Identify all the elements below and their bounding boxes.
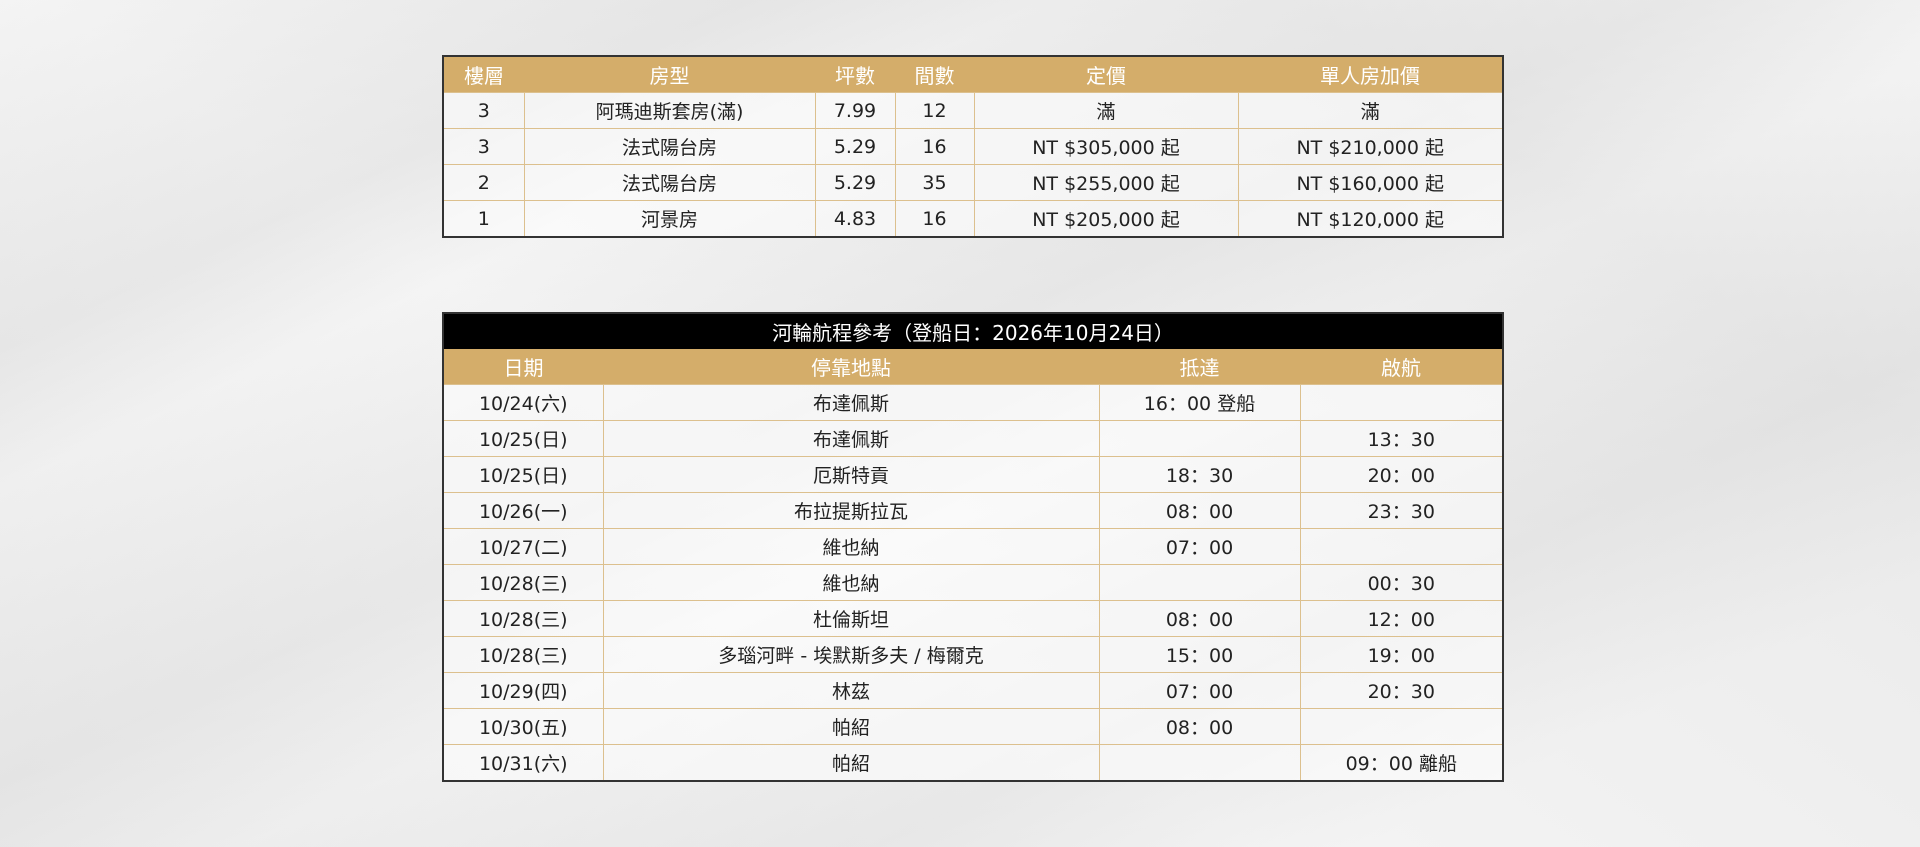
table-cell: 10/30(五) — [443, 708, 603, 745]
table-cell: 滿 — [1237, 92, 1503, 129]
table-row: 10/30(五) 帕紹 08：00 — [443, 708, 1504, 745]
table-cell: 10/29(四) — [443, 672, 603, 709]
itinerary-table: 河輪航程參考（登船日：2026年10月24日） 日期 停靠地點 抵達 啟航 10/24… — [442, 312, 1505, 782]
table-cell: 1 — [443, 200, 524, 237]
column-header: 坪數 — [815, 56, 895, 93]
table-cell: 帕紹 — [602, 744, 1099, 781]
column-header: 房型 — [524, 56, 815, 93]
itinerary-table-header: 日期 停靠地點 抵達 啟航 — [443, 349, 1504, 385]
table-cell: 布達佩斯 — [602, 384, 1099, 421]
table-cell — [1299, 528, 1504, 565]
table-cell: 5.29 — [814, 128, 895, 165]
table-cell: 19：00 — [1299, 636, 1504, 673]
table-cell: 20：00 — [1299, 456, 1504, 493]
table-cell: 07：00 — [1098, 528, 1300, 565]
table-cell: 3 — [443, 92, 524, 129]
table-cell: 10/25(日) — [443, 420, 603, 457]
table-cell: 2 — [443, 164, 524, 201]
table-cell: NT $255,000 起 — [973, 164, 1238, 201]
table-row: 2 法式陽台房 5.29 35 NT $255,000 起 NT $160,000 起 — [443, 164, 1503, 201]
column-header: 間數 — [895, 56, 974, 93]
column-header: 樓層 — [443, 56, 524, 93]
table-cell: 09：00 離船 — [1299, 744, 1504, 781]
table-row: 3 阿瑪迪斯套房(滿) 7.99 12 滿滿 — [443, 92, 1503, 129]
table-cell: 3 — [443, 128, 524, 165]
table-cell: 15：00 — [1098, 636, 1300, 673]
table-cell: 10/25(日) — [443, 456, 603, 493]
itinerary-title: 河輪航程參考（登船日：2026年10月24日） — [443, 313, 1504, 349]
table-cell: 08：00 — [1098, 492, 1300, 529]
table-cell: 10/24(六) — [443, 384, 603, 421]
table-cell: NT $160,000 起 — [1237, 164, 1503, 201]
table-cell: NT $120,000 起 — [1237, 200, 1503, 237]
table-cell: 10/26(一) — [443, 492, 603, 529]
table-cell: 18：30 — [1098, 456, 1300, 493]
table-row: 1 河景房 4.83 16 NT $205,000 起 NT $120,000 起 — [443, 200, 1503, 237]
column-header: 停靠地點 — [603, 349, 1099, 385]
table-cell: 10/28(三) — [443, 636, 603, 673]
table-cell: 4.83 — [814, 200, 895, 237]
table-cell: 20：30 — [1299, 672, 1504, 709]
table-cell: 法式陽台房 — [523, 128, 815, 165]
table-cell: 布拉提斯拉瓦 — [602, 492, 1099, 529]
table-cell — [1299, 708, 1504, 745]
table-cell: 07：00 — [1098, 672, 1300, 709]
table-cell: 16 — [894, 200, 974, 237]
table-cell — [1299, 384, 1504, 421]
table-cell: 23：30 — [1299, 492, 1504, 529]
room-price-table: 樓層 房型 坪數 間數 定價 單人房加價 3 阿瑪迪斯套房(滿) 7.99 12 滿滿 3 法式陽台房… — [442, 55, 1504, 238]
table-cell: 08：00 — [1098, 600, 1300, 637]
table-cell: 08：00 — [1098, 708, 1300, 745]
table-cell — [1098, 744, 1300, 781]
table-cell: 10/28(三) — [443, 600, 603, 637]
table-cell: 滿 — [973, 92, 1238, 129]
table-cell: 多瑙河畔 - 埃默斯多夫 / 梅爾克 — [602, 636, 1099, 673]
table-cell: 12：00 — [1299, 600, 1504, 637]
table-cell: 7.99 — [814, 92, 895, 129]
table-cell: NT $305,000 起 — [973, 128, 1238, 165]
table-cell: 35 — [894, 164, 974, 201]
table-row: 10/25(日) 布達佩斯 13：30 — [443, 420, 1504, 457]
table-cell: NT $205,000 起 — [973, 200, 1238, 237]
table-row: 10/27(二) 維也納 07：00 — [443, 528, 1504, 565]
column-header: 單人房加價 — [1238, 56, 1503, 93]
table-row: 10/24(六) 布達佩斯 16：00 登船 — [443, 384, 1504, 421]
table-row: 10/31(六) 帕紹 09：00 離船 — [443, 744, 1504, 781]
table-cell: 10/27(二) — [443, 528, 603, 565]
table-row: 10/26(一) 布拉提斯拉瓦 08：00 23：30 — [443, 492, 1504, 529]
table-cell: 13：30 — [1299, 420, 1504, 457]
table-cell: 5.29 — [814, 164, 895, 201]
table-cell: 法式陽台房 — [523, 164, 815, 201]
column-header: 抵達 — [1099, 349, 1300, 385]
table-cell: 維也納 — [602, 528, 1099, 565]
table-cell: 河景房 — [523, 200, 815, 237]
table-cell: 16 — [894, 128, 974, 165]
table-row: 10/28(三) 杜倫斯坦 08：00 12：00 — [443, 600, 1504, 637]
table-row: 10/28(三) 多瑙河畔 - 埃默斯多夫 / 梅爾克 15：00 19：00 — [443, 636, 1504, 673]
table-cell: 林茲 — [602, 672, 1099, 709]
table-cell: NT $210,000 起 — [1237, 128, 1503, 165]
column-header: 定價 — [974, 56, 1238, 93]
table-cell: 00：30 — [1299, 564, 1504, 601]
table-cell: 阿瑪迪斯套房(滿) — [523, 92, 815, 129]
table-cell: 10/31(六) — [443, 744, 603, 781]
table-row: 10/28(三) 維也納 00：30 — [443, 564, 1504, 601]
room-table-header: 樓層 房型 坪數 間數 定價 單人房加價 — [443, 56, 1503, 93]
table-cell: 帕紹 — [602, 708, 1099, 745]
table-cell: 10/28(三) — [443, 564, 603, 601]
table-cell: 布達佩斯 — [602, 420, 1099, 457]
column-header: 啟航 — [1300, 349, 1504, 385]
table-cell: 維也納 — [602, 564, 1099, 601]
table-row: 10/29(四) 林茲 07：00 20：30 — [443, 672, 1504, 709]
table-cell — [1098, 420, 1300, 457]
table-row: 10/25(日) 厄斯特貢 18：30 20：00 — [443, 456, 1504, 493]
table-cell: 厄斯特貢 — [602, 456, 1099, 493]
column-header: 日期 — [443, 349, 603, 385]
table-cell — [1098, 564, 1300, 601]
table-cell: 杜倫斯坦 — [602, 600, 1099, 637]
table-cell: 12 — [894, 92, 974, 129]
table-row: 3 法式陽台房 5.29 16 NT $305,000 起 NT $210,000 起 — [443, 128, 1503, 165]
table-cell: 16：00 登船 — [1098, 384, 1300, 421]
